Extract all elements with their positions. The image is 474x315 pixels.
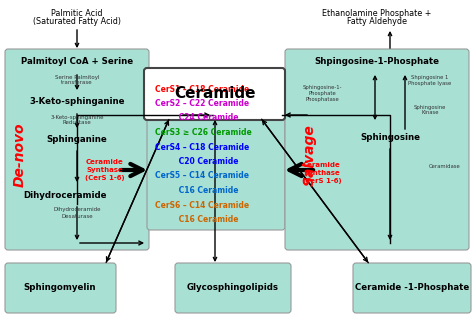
Text: 3-Keto-sphinganine: 3-Keto-sphinganine: [50, 114, 104, 119]
Text: CerS6 – C14 Ceramide: CerS6 – C14 Ceramide: [155, 201, 249, 209]
FancyBboxPatch shape: [147, 76, 285, 230]
Text: Phosphatase: Phosphatase: [305, 96, 339, 101]
FancyBboxPatch shape: [175, 263, 291, 313]
Text: 3-Keto-sphinganine: 3-Keto-sphinganine: [29, 98, 125, 106]
Text: CerS1 – C18 Ceramide: CerS1 – C18 Ceramide: [155, 84, 249, 94]
Text: Glycosphingolipids: Glycosphingolipids: [187, 284, 279, 293]
Text: transferase: transferase: [61, 81, 93, 85]
Text: Kinase: Kinase: [421, 111, 439, 116]
Text: Sphingosine-1-: Sphingosine-1-: [302, 84, 342, 89]
Text: Ceramidase: Ceramidase: [429, 164, 461, 169]
Text: Dihydroceramide: Dihydroceramide: [23, 191, 107, 199]
FancyBboxPatch shape: [5, 49, 149, 250]
Text: Shpingosine 1: Shpingosine 1: [411, 76, 449, 81]
Text: (CerS 1-6): (CerS 1-6): [85, 175, 125, 181]
Text: Dihydroceramide: Dihydroceramide: [53, 208, 101, 213]
Text: Sphingosine: Sphingosine: [414, 105, 446, 110]
Text: C20 Ceramide: C20 Ceramide: [155, 157, 238, 166]
Text: CerS2 – C22 Ceramide: CerS2 – C22 Ceramide: [155, 99, 249, 108]
Text: Fatty Aldehyde: Fatty Aldehyde: [347, 16, 407, 26]
Text: Ceramide -1-Phosphate: Ceramide -1-Phosphate: [355, 284, 469, 293]
Text: CerS3 ≥ C26 Ceramide: CerS3 ≥ C26 Ceramide: [155, 128, 252, 137]
Text: Synthase: Synthase: [87, 167, 123, 173]
Text: CerS4 – C18 Ceramide: CerS4 – C18 Ceramide: [155, 142, 249, 152]
Text: Sphingomyelin: Sphingomyelin: [24, 284, 96, 293]
Text: C24 Ceramide: C24 Ceramide: [155, 113, 238, 123]
Text: Serine Palmitoyl: Serine Palmitoyl: [55, 75, 99, 79]
FancyBboxPatch shape: [353, 263, 471, 313]
Text: Synthase: Synthase: [304, 170, 340, 176]
Text: Ceramide: Ceramide: [303, 162, 341, 168]
FancyBboxPatch shape: [285, 49, 469, 250]
Text: Sphinganine: Sphinganine: [46, 135, 108, 145]
Text: C16 Ceramide: C16 Ceramide: [155, 215, 238, 224]
Text: Palmitoyl CoA + Serine: Palmitoyl CoA + Serine: [21, 58, 133, 66]
FancyBboxPatch shape: [5, 263, 116, 313]
Text: Sphingosine: Sphingosine: [360, 133, 420, 141]
Text: Salvage: Salvage: [303, 124, 317, 186]
Text: (Saturated Fatty Acid): (Saturated Fatty Acid): [33, 16, 121, 26]
Text: De-novo: De-novo: [13, 123, 27, 187]
Text: Ceramide: Ceramide: [86, 159, 124, 165]
Text: Palmitic Acid: Palmitic Acid: [51, 9, 103, 18]
Text: Ethanolamine Phosphate +: Ethanolamine Phosphate +: [322, 9, 432, 18]
Text: (CerS 1-6): (CerS 1-6): [302, 178, 342, 184]
Text: Shpingosine-1-Phosphate: Shpingosine-1-Phosphate: [315, 58, 439, 66]
Text: Desaturase: Desaturase: [61, 214, 93, 219]
FancyBboxPatch shape: [144, 68, 285, 120]
Text: Reductase: Reductase: [63, 121, 91, 125]
Text: Phosphate: Phosphate: [308, 90, 336, 95]
Text: CerS5 – C14 Ceramide: CerS5 – C14 Ceramide: [155, 171, 249, 180]
Text: Ceramide: Ceramide: [174, 87, 256, 101]
Text: Phosphate lyase: Phosphate lyase: [409, 82, 452, 87]
Text: C16 Ceramide: C16 Ceramide: [155, 186, 238, 195]
